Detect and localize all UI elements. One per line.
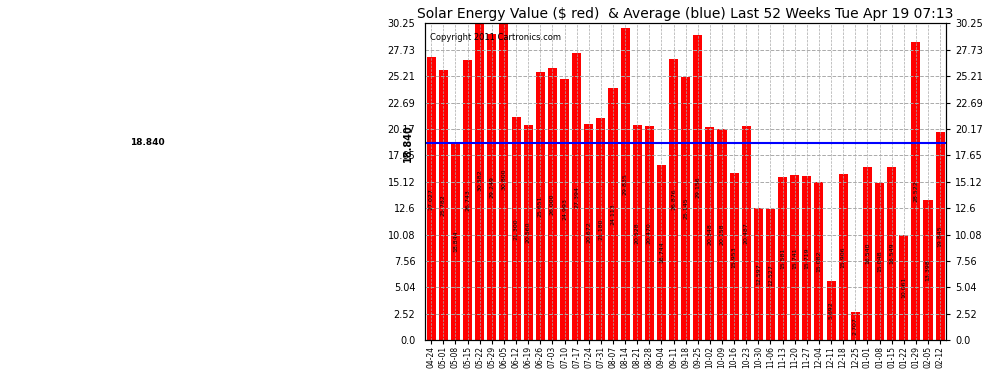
Bar [536,72,544,340]
Bar [609,88,618,340]
Bar [644,126,653,340]
Text: 26.743: 26.743 [465,189,470,211]
Bar [657,165,666,340]
Bar [475,20,484,340]
Text: 20.528: 20.528 [635,222,640,244]
Bar [730,173,739,340]
Text: 15.906: 15.906 [841,246,845,268]
Text: 24.993: 24.993 [562,198,567,220]
Text: 25.651: 25.651 [538,195,543,217]
Bar [450,143,460,340]
Bar [463,60,472,340]
Text: 20.672: 20.672 [586,221,591,243]
Bar [427,57,436,340]
Text: 12.527: 12.527 [768,264,773,285]
Text: 25.782: 25.782 [441,194,446,216]
Bar [487,34,496,340]
Bar [924,200,933,340]
Bar [439,70,447,340]
Text: 29.249: 29.249 [489,176,494,198]
Text: 16.744: 16.744 [659,242,664,264]
Text: 15.581: 15.581 [780,248,785,269]
Text: 18.840: 18.840 [403,124,413,162]
Bar [778,177,787,340]
Text: 27.394: 27.394 [574,186,579,208]
Text: 21.300: 21.300 [514,218,519,240]
Text: 26.876: 26.876 [671,189,676,210]
Bar [718,129,727,340]
Text: 20.470: 20.470 [646,222,651,244]
Text: 18.840: 18.840 [130,138,164,147]
Text: 20.560: 20.560 [526,222,531,243]
Text: 21.180: 21.180 [598,219,603,240]
Bar [512,117,521,340]
Text: 10.061: 10.061 [901,277,906,298]
Bar [547,68,557,340]
Text: 16.540: 16.540 [865,243,870,264]
Bar [633,125,642,340]
Bar [669,59,678,340]
Text: 20.158: 20.158 [720,224,725,246]
Bar [839,174,847,340]
Text: 30.582: 30.582 [477,170,482,191]
Bar [572,53,581,340]
Bar [621,28,630,340]
Text: 29.835: 29.835 [623,173,628,195]
Text: 20.487: 20.487 [743,222,748,244]
Text: 19.845: 19.845 [938,225,942,247]
Bar [753,209,763,340]
Text: 12.597: 12.597 [756,263,761,285]
Text: 15.719: 15.719 [804,247,810,269]
Title: Solar Energy Value ($ red)  & Average (blue) Last 52 Weeks Tue Apr 19 07:13: Solar Energy Value ($ red) & Average (bl… [418,7,953,21]
Bar [936,132,944,340]
Text: 13.398: 13.398 [926,259,931,281]
Bar [815,182,824,340]
Bar [850,312,860,340]
Text: 28.522: 28.522 [914,180,919,202]
Bar [887,167,896,340]
Bar [524,125,533,340]
Bar [912,42,921,340]
Text: 25.145: 25.145 [683,198,688,219]
Bar [875,183,884,340]
Text: 30.800: 30.800 [502,168,507,190]
Bar [681,77,690,340]
Text: 16.549: 16.549 [889,243,894,264]
Text: 20.348: 20.348 [708,223,713,245]
Bar [560,78,569,340]
Bar [827,280,836,340]
Text: 5.692: 5.692 [829,302,834,320]
Bar [499,18,509,340]
Text: 27.027: 27.027 [429,188,434,210]
Text: 18.844: 18.844 [453,231,458,252]
Text: 15.741: 15.741 [792,247,797,268]
Bar [899,235,908,340]
Text: Copyright 2011 Cartronics.com: Copyright 2011 Cartronics.com [431,33,561,42]
Bar [742,126,750,340]
Bar [584,124,593,340]
Text: 26.000: 26.000 [549,194,555,215]
Text: 29.156: 29.156 [695,177,700,198]
Bar [693,35,702,340]
Bar [863,167,872,340]
Text: 15.082: 15.082 [817,251,822,272]
Text: 15.953: 15.953 [732,246,737,267]
Bar [766,209,775,340]
Bar [596,118,606,340]
Bar [705,127,715,340]
Text: 2.707: 2.707 [852,317,857,335]
Text: 15.048: 15.048 [877,251,882,272]
Bar [802,176,812,340]
Text: 24.113: 24.113 [611,203,616,225]
Bar [790,176,799,340]
